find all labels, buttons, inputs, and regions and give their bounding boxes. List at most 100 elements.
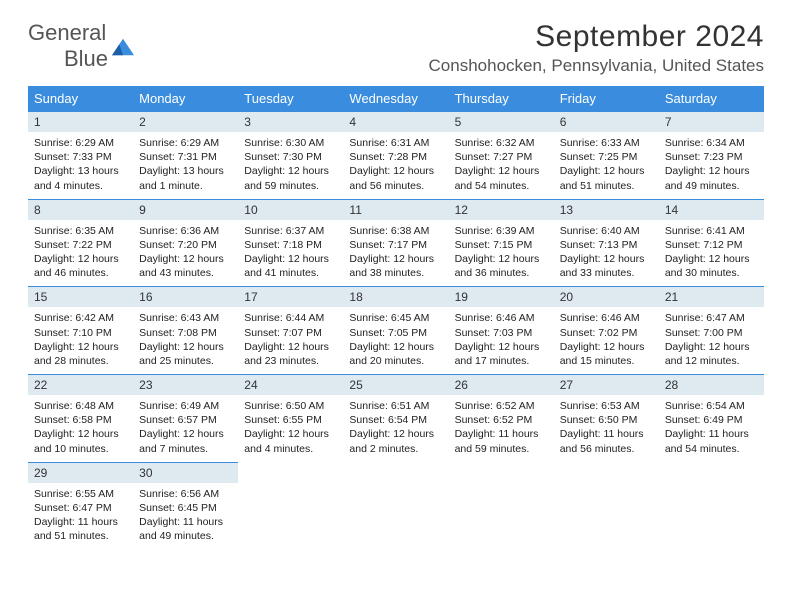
- day-cell: 6Sunrise: 6:33 AMSunset: 7:25 PMDaylight…: [554, 111, 659, 199]
- sun-data: Sunrise: 6:38 AMSunset: 7:17 PMDaylight:…: [343, 220, 448, 281]
- sun-data: Sunrise: 6:52 AMSunset: 6:52 PMDaylight:…: [449, 395, 554, 456]
- daylight-line: Daylight: 12 hours and 33 minutes.: [560, 252, 653, 280]
- daylight-line: Daylight: 12 hours and 4 minutes.: [244, 427, 337, 455]
- sunset-line: Sunset: 6:57 PM: [139, 413, 232, 427]
- sunrise-line: Sunrise: 6:47 AM: [665, 311, 758, 325]
- sun-data: Sunrise: 6:36 AMSunset: 7:20 PMDaylight:…: [133, 220, 238, 281]
- day-number: 18: [343, 287, 448, 307]
- day-number: 15: [28, 287, 133, 307]
- daylight-line: Daylight: 12 hours and 41 minutes.: [244, 252, 337, 280]
- sunrise-line: Sunrise: 6:29 AM: [139, 136, 232, 150]
- calendar-week: 22Sunrise: 6:48 AMSunset: 6:58 PMDayligh…: [28, 374, 764, 462]
- day-cell: 22Sunrise: 6:48 AMSunset: 6:58 PMDayligh…: [28, 374, 133, 462]
- daylight-line: Daylight: 12 hours and 49 minutes.: [665, 164, 758, 192]
- calendar-cell: [238, 462, 343, 550]
- daylight-line: Daylight: 12 hours and 36 minutes.: [455, 252, 548, 280]
- day-number: 5: [449, 112, 554, 132]
- day-cell: 3Sunrise: 6:30 AMSunset: 7:30 PMDaylight…: [238, 111, 343, 199]
- sun-data: Sunrise: 6:35 AMSunset: 7:22 PMDaylight:…: [28, 220, 133, 281]
- sun-data: Sunrise: 6:46 AMSunset: 7:02 PMDaylight:…: [554, 307, 659, 368]
- day-number: 26: [449, 375, 554, 395]
- sunrise-line: Sunrise: 6:37 AM: [244, 224, 337, 238]
- day-cell: 4Sunrise: 6:31 AMSunset: 7:28 PMDaylight…: [343, 111, 448, 199]
- day-cell: 2Sunrise: 6:29 AMSunset: 7:31 PMDaylight…: [133, 111, 238, 199]
- header: General Blue September 2024 Conshohocken…: [28, 20, 764, 76]
- sunrise-line: Sunrise: 6:52 AM: [455, 399, 548, 413]
- weekday-header: Saturday: [659, 86, 764, 111]
- sunrise-line: Sunrise: 6:43 AM: [139, 311, 232, 325]
- sun-data: Sunrise: 6:29 AMSunset: 7:31 PMDaylight:…: [133, 132, 238, 193]
- daylight-line: Daylight: 12 hours and 38 minutes.: [349, 252, 442, 280]
- daylight-line: Daylight: 12 hours and 28 minutes.: [34, 340, 127, 368]
- day-number: 21: [659, 287, 764, 307]
- sun-data: Sunrise: 6:34 AMSunset: 7:23 PMDaylight:…: [659, 132, 764, 193]
- sunset-line: Sunset: 7:27 PM: [455, 150, 548, 164]
- day-cell: 23Sunrise: 6:49 AMSunset: 6:57 PMDayligh…: [133, 374, 238, 462]
- sunset-line: Sunset: 7:30 PM: [244, 150, 337, 164]
- sunset-line: Sunset: 6:55 PM: [244, 413, 337, 427]
- day-number: 3: [238, 112, 343, 132]
- calendar-cell: 17Sunrise: 6:44 AMSunset: 7:07 PMDayligh…: [238, 286, 343, 374]
- sunrise-line: Sunrise: 6:35 AM: [34, 224, 127, 238]
- day-cell: 8Sunrise: 6:35 AMSunset: 7:22 PMDaylight…: [28, 199, 133, 287]
- daylight-line: Daylight: 12 hours and 30 minutes.: [665, 252, 758, 280]
- day-cell: 10Sunrise: 6:37 AMSunset: 7:18 PMDayligh…: [238, 199, 343, 287]
- calendar-cell: 12Sunrise: 6:39 AMSunset: 7:15 PMDayligh…: [449, 199, 554, 287]
- sunrise-line: Sunrise: 6:53 AM: [560, 399, 653, 413]
- calendar-table: SundayMondayTuesdayWednesdayThursdayFrid…: [28, 86, 764, 549]
- day-cell: 11Sunrise: 6:38 AMSunset: 7:17 PMDayligh…: [343, 199, 448, 287]
- calendar-cell: 6Sunrise: 6:33 AMSunset: 7:25 PMDaylight…: [554, 111, 659, 199]
- calendar-cell: 3Sunrise: 6:30 AMSunset: 7:30 PMDaylight…: [238, 111, 343, 199]
- daylight-line: Daylight: 12 hours and 46 minutes.: [34, 252, 127, 280]
- day-number: 16: [133, 287, 238, 307]
- day-number: 23: [133, 375, 238, 395]
- daylight-line: Daylight: 12 hours and 43 minutes.: [139, 252, 232, 280]
- sunset-line: Sunset: 7:25 PM: [560, 150, 653, 164]
- sunrise-line: Sunrise: 6:41 AM: [665, 224, 758, 238]
- day-cell: 13Sunrise: 6:40 AMSunset: 7:13 PMDayligh…: [554, 199, 659, 287]
- day-cell: 26Sunrise: 6:52 AMSunset: 6:52 PMDayligh…: [449, 374, 554, 462]
- sunrise-line: Sunrise: 6:39 AM: [455, 224, 548, 238]
- daylight-line: Daylight: 11 hours and 56 minutes.: [560, 427, 653, 455]
- sunrise-line: Sunrise: 6:38 AM: [349, 224, 442, 238]
- daylight-line: Daylight: 12 hours and 23 minutes.: [244, 340, 337, 368]
- daylight-line: Daylight: 12 hours and 7 minutes.: [139, 427, 232, 455]
- sun-data: Sunrise: 6:33 AMSunset: 7:25 PMDaylight:…: [554, 132, 659, 193]
- daylight-line: Daylight: 11 hours and 51 minutes.: [34, 515, 127, 543]
- day-number: 11: [343, 200, 448, 220]
- daylight-line: Daylight: 11 hours and 49 minutes.: [139, 515, 232, 543]
- sunset-line: Sunset: 6:54 PM: [349, 413, 442, 427]
- day-cell: 1Sunrise: 6:29 AMSunset: 7:33 PMDaylight…: [28, 111, 133, 199]
- day-cell: 18Sunrise: 6:45 AMSunset: 7:05 PMDayligh…: [343, 286, 448, 374]
- sunset-line: Sunset: 7:00 PM: [665, 326, 758, 340]
- sunset-line: Sunset: 6:45 PM: [139, 501, 232, 515]
- calendar-head: SundayMondayTuesdayWednesdayThursdayFrid…: [28, 86, 764, 111]
- logo-triangle-icon: [112, 38, 134, 56]
- sunset-line: Sunset: 6:58 PM: [34, 413, 127, 427]
- day-cell: 25Sunrise: 6:51 AMSunset: 6:54 PMDayligh…: [343, 374, 448, 462]
- day-number: 9: [133, 200, 238, 220]
- calendar-cell: 1Sunrise: 6:29 AMSunset: 7:33 PMDaylight…: [28, 111, 133, 199]
- day-number: 10: [238, 200, 343, 220]
- logo-word2: Blue: [64, 46, 108, 71]
- sun-data: Sunrise: 6:53 AMSunset: 6:50 PMDaylight:…: [554, 395, 659, 456]
- calendar-cell: 24Sunrise: 6:50 AMSunset: 6:55 PMDayligh…: [238, 374, 343, 462]
- day-number: 28: [659, 375, 764, 395]
- sunrise-line: Sunrise: 6:50 AM: [244, 399, 337, 413]
- day-number: 29: [28, 463, 133, 483]
- calendar-week: 29Sunrise: 6:55 AMSunset: 6:47 PMDayligh…: [28, 462, 764, 550]
- day-cell: 20Sunrise: 6:46 AMSunset: 7:02 PMDayligh…: [554, 286, 659, 374]
- sunset-line: Sunset: 7:15 PM: [455, 238, 548, 252]
- sunset-line: Sunset: 7:10 PM: [34, 326, 127, 340]
- sunset-line: Sunset: 7:13 PM: [560, 238, 653, 252]
- sunrise-line: Sunrise: 6:44 AM: [244, 311, 337, 325]
- sunrise-line: Sunrise: 6:51 AM: [349, 399, 442, 413]
- sun-data: Sunrise: 6:46 AMSunset: 7:03 PMDaylight:…: [449, 307, 554, 368]
- month-title: September 2024: [429, 20, 764, 54]
- calendar-cell: 28Sunrise: 6:54 AMSunset: 6:49 PMDayligh…: [659, 374, 764, 462]
- sunrise-line: Sunrise: 6:30 AM: [244, 136, 337, 150]
- logo-text: General Blue: [28, 20, 108, 72]
- sunrise-line: Sunrise: 6:48 AM: [34, 399, 127, 413]
- calendar-week: 1Sunrise: 6:29 AMSunset: 7:33 PMDaylight…: [28, 111, 764, 199]
- day-cell: 24Sunrise: 6:50 AMSunset: 6:55 PMDayligh…: [238, 374, 343, 462]
